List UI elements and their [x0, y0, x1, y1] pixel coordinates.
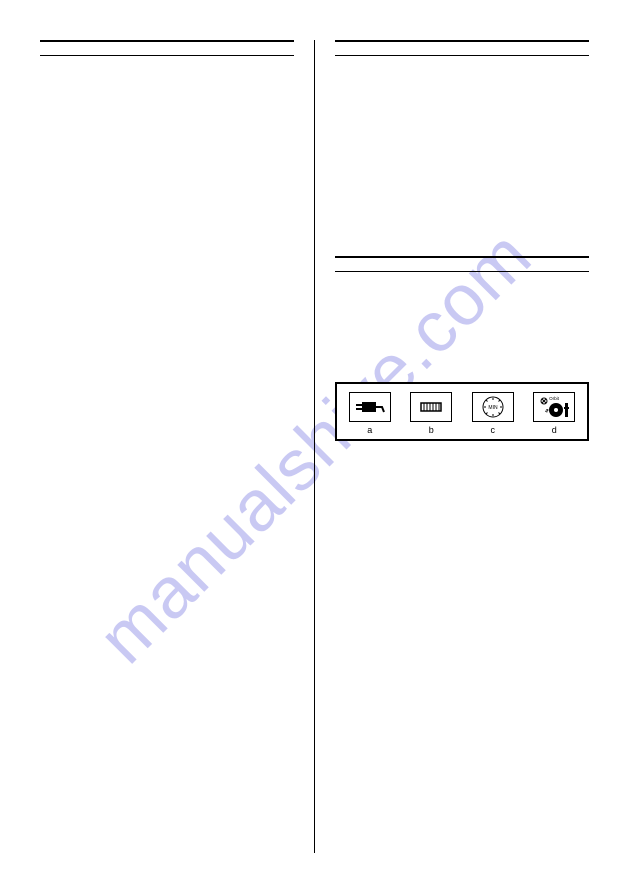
speed-min-icon: MIN	[475, 394, 511, 420]
left-column	[40, 40, 314, 853]
icon-label-b: b	[429, 425, 434, 435]
icon-label-c: c	[491, 425, 496, 435]
orbit-text: Orbit	[549, 396, 560, 401]
icon-panel: a b	[335, 382, 589, 441]
orbit-icon-frame: Orbit 4	[533, 392, 575, 422]
page-container: a b	[0, 0, 629, 893]
svg-text:MIN: MIN	[488, 405, 498, 411]
icon-label-d: d	[552, 425, 557, 435]
plug-icon	[352, 394, 388, 420]
icon-box-orbit: Orbit 4 d	[533, 392, 575, 435]
plug-icon-frame	[349, 392, 391, 422]
right-section-header-2	[335, 256, 589, 272]
columns: a b	[40, 40, 589, 853]
grill-icon	[413, 394, 449, 420]
right-section-header-1	[335, 40, 589, 56]
left-section-header	[40, 40, 294, 56]
grill-icon-frame	[410, 392, 452, 422]
icon-box-speed: MIN c	[472, 392, 514, 435]
icon-label-a: a	[367, 425, 372, 435]
icon-box-plug: a	[349, 392, 391, 435]
orbit-disc-icon: Orbit 4	[536, 394, 572, 420]
right-column: a b	[314, 40, 589, 853]
speed-icon-frame: MIN	[472, 392, 514, 422]
icon-box-grill: b	[410, 392, 452, 435]
